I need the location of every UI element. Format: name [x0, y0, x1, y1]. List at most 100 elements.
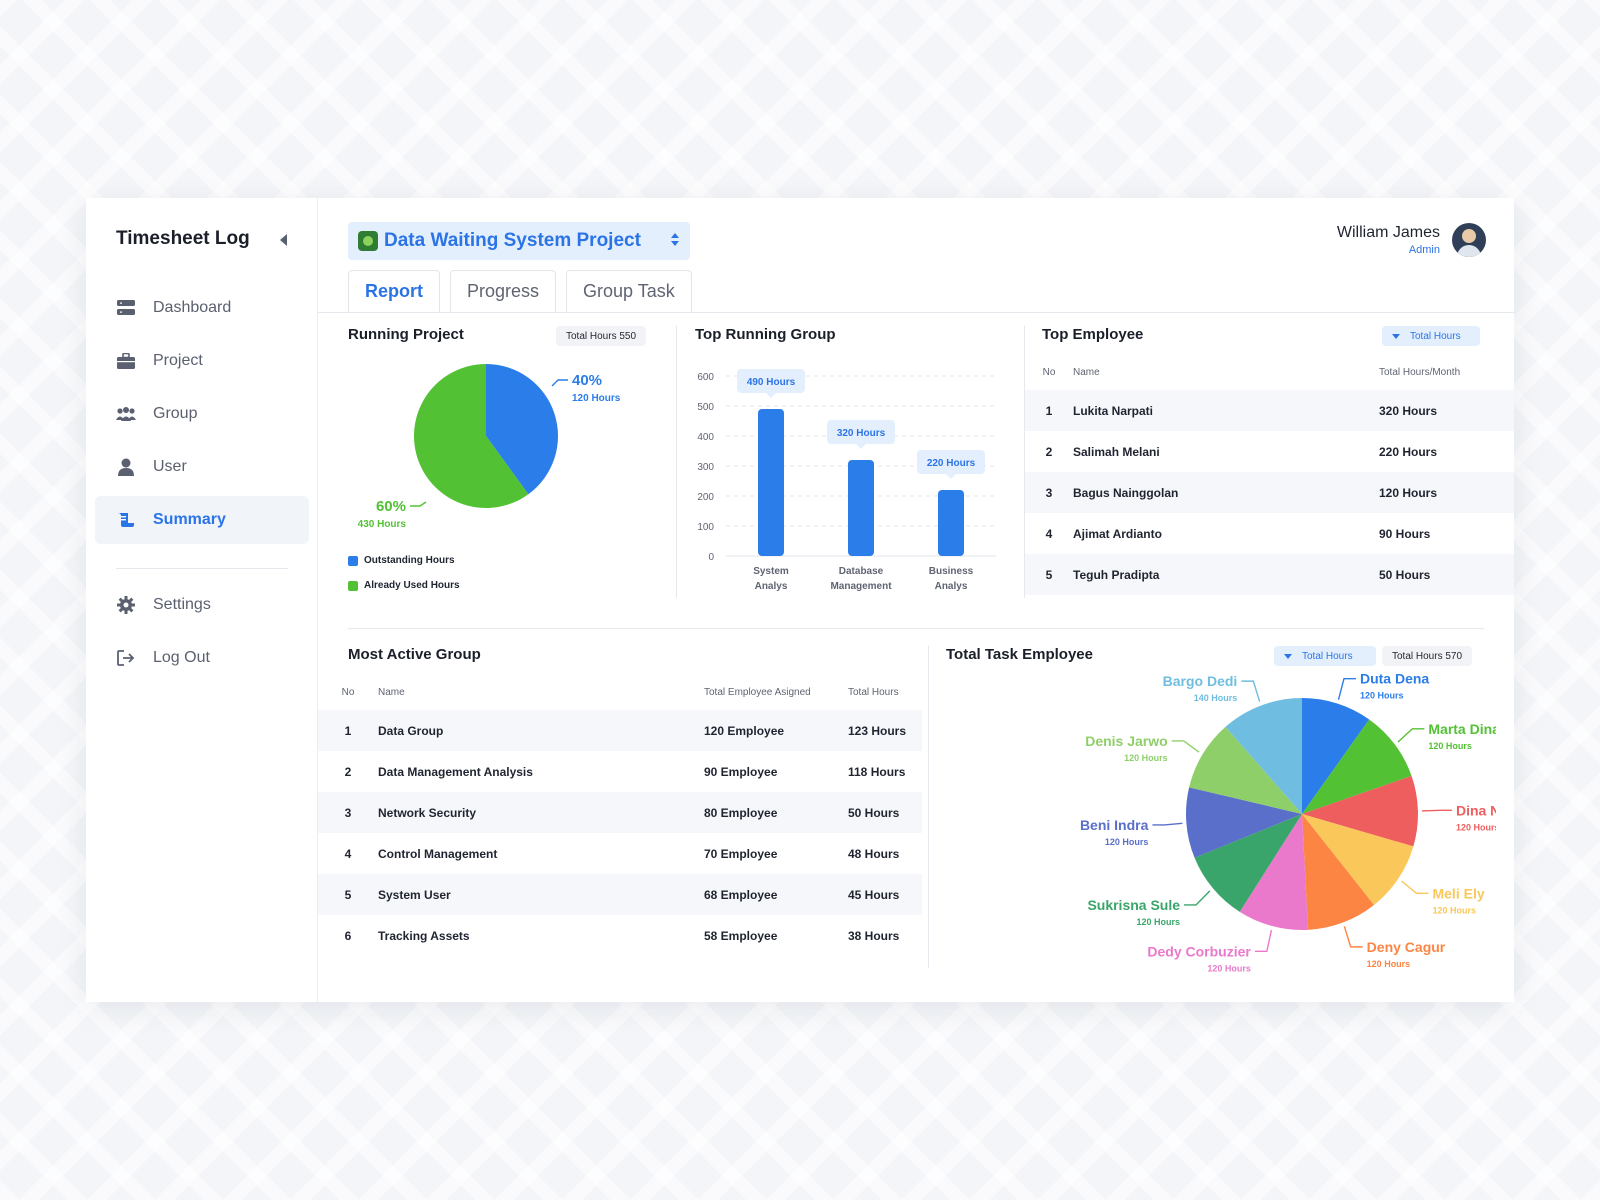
employee-hours: 120 Hours	[1379, 472, 1514, 513]
sidebar-item-summary[interactable]: Summary	[95, 496, 309, 544]
x-tick-label: System	[753, 566, 789, 577]
total-task-filter[interactable]: Total Hours	[1274, 646, 1376, 666]
table-row[interactable]: 4 Control Management 70 Employee 48 Hours	[318, 833, 922, 874]
tabs-divider	[318, 312, 1514, 313]
slice-label: Beni Indra	[1080, 817, 1149, 833]
slice-value-label: 120 Hours	[1456, 822, 1496, 832]
sidebar-item-dashboard[interactable]: Dashboard	[95, 284, 309, 332]
user-icon	[115, 456, 137, 478]
top-running-group-bar-chart: 0 100 200 300 400 500 600 490 Hours System Analys…	[697, 369, 996, 592]
user-role: Admin	[1408, 244, 1440, 256]
y-tick-label: 0	[708, 552, 714, 563]
column-header: Total Hours	[848, 686, 899, 698]
data-label-bubble	[827, 420, 895, 444]
group-name: Data Group	[378, 710, 704, 751]
avatar[interactable]	[1452, 223, 1486, 257]
sidebar-divider	[116, 568, 288, 569]
table-row[interactable]: 2 Salimah Melani 220 Hours	[1025, 431, 1514, 472]
select-arrows-icon	[670, 233, 680, 249]
slice-value-label: 120 Hours	[1137, 917, 1181, 927]
tab-bar: Report Progress Group Task	[348, 270, 692, 312]
slice-value-label: 120 Hours	[1124, 753, 1168, 763]
row-number: 3	[1025, 472, 1073, 513]
dropdown-icon	[1392, 333, 1400, 339]
group-hours: 48 Hours	[848, 846, 900, 861]
slice-value-label: 120 Hours	[1428, 741, 1472, 751]
sidebar-item-settings[interactable]: Settings	[95, 581, 309, 629]
group-hours: 50 Hours	[848, 792, 922, 833]
slice-value-label: 120 Hours	[1360, 691, 1404, 701]
top-employee-filter[interactable]: Total Hours	[1382, 326, 1480, 346]
pie-slice	[1189, 726, 1302, 814]
row-number: 5	[1025, 554, 1073, 595]
table-row[interactable]: 4 Ajimat Ardianto 90 Hours	[1025, 513, 1514, 554]
data-label: 490 Hours	[747, 377, 796, 388]
bar	[758, 409, 784, 556]
collapse-sidebar-icon[interactable]	[280, 234, 287, 246]
gear-icon	[115, 594, 137, 616]
group-name: Data Management Analysis	[378, 764, 533, 779]
table-row[interactable]: 3 Network Security 80 Employee 50 Hours	[318, 792, 922, 833]
table-row[interactable]: 5 System User 68 Employee 45 Hours	[318, 874, 922, 915]
sidebar-item-label: Log Out	[153, 649, 210, 666]
pie-slice	[1302, 814, 1374, 930]
column-header: Name	[1073, 366, 1100, 378]
table-row[interactable]: 5 Teguh Pradipta 50 Hours	[1025, 554, 1514, 595]
data-label: 320 Hours	[837, 428, 886, 439]
employee-count: 68 Employee	[704, 874, 848, 915]
slice-value-label: 120 Hours	[1432, 905, 1476, 915]
row-number: 2	[344, 764, 352, 779]
sidebar-item-logout[interactable]: Log Out	[95, 634, 309, 682]
sidebar-item-group[interactable]: Group	[95, 390, 309, 438]
leader-line	[1401, 880, 1429, 894]
leader-line	[1337, 678, 1356, 700]
bar	[938, 490, 964, 556]
employee-name: Salimah Melani	[1073, 444, 1160, 459]
briefcase-icon	[115, 350, 137, 372]
user-name: William James	[1336, 224, 1440, 241]
pie-slice	[1194, 814, 1302, 912]
group-name: System User	[378, 874, 704, 915]
tab-report[interactable]: Report	[348, 270, 440, 312]
employee-hours: 90 Hours	[1379, 526, 1431, 541]
slice-label: Sukrisna Sule	[1087, 897, 1180, 913]
group-hours: 118 Hours	[848, 764, 906, 779]
y-tick-label: 100	[697, 522, 714, 533]
sidebar-item-project[interactable]: Project	[95, 337, 309, 385]
table-row[interactable]: 2 Data Management Analysis 90 Employee 118 …	[318, 751, 922, 792]
most-active-group-table: No Name Total Employee Asigned Total Hou…	[318, 674, 922, 956]
table-row[interactable]: 3 Bagus Nainggolan 120 Hours	[1025, 472, 1514, 513]
legend-label: Already Used Hours	[364, 580, 460, 591]
legend-outstanding: Outstanding Hours	[348, 555, 455, 566]
project-name: Data Waiting System Project	[384, 230, 641, 251]
table-header-row: No Name Total Employee Asigned Total Hou…	[318, 674, 922, 710]
dashboard-card: Timesheet Log Dashboard Project Group Us…	[86, 198, 1514, 1002]
pie-slice	[414, 364, 529, 508]
y-tick-label: 600	[697, 372, 714, 383]
project-logo-icon	[358, 231, 378, 251]
leader-line	[1254, 929, 1273, 953]
table-row[interactable]: 6 Tracking Assets 58 Employee 38 Hours	[318, 915, 922, 956]
sidebar-item-label: Settings	[153, 596, 211, 613]
row-number: 1	[318, 710, 378, 751]
x-tick-label: Management	[830, 581, 892, 592]
group-icon	[115, 403, 137, 425]
table-row[interactable]: 1 Data Group 120 Employee 123 Hours	[318, 710, 922, 751]
tab-group-task[interactable]: Group Task	[566, 270, 692, 312]
project-select[interactable]: Data Waiting System Project	[348, 222, 690, 260]
slice-label: Dedy Corbuzier	[1147, 943, 1251, 959]
logout-icon	[115, 647, 137, 669]
data-label-bubble	[737, 369, 805, 393]
sidebar-item-user[interactable]: User	[95, 443, 309, 491]
slice-value-label: 120 Hours	[1367, 959, 1411, 969]
total-task-employee-pie-chart: Duta Dena 120 Hours Marta Dinata 120 Hours D…	[1080, 674, 1496, 973]
slice-value-label: 120 Hours	[1105, 837, 1149, 847]
slice-value-label: 120 Hours	[1207, 963, 1251, 973]
legend-used: Already Used Hours	[348, 580, 460, 591]
pie-slice	[1302, 775, 1418, 847]
tab-progress[interactable]: Progress	[450, 270, 557, 312]
sidebar: Timesheet Log Dashboard Project Group Us…	[86, 198, 318, 1002]
dropdown-icon	[1284, 653, 1292, 659]
table-row[interactable]: 1 Lukita Narpati 320 Hours	[1025, 390, 1514, 431]
group-hours: 38 Hours	[848, 928, 900, 943]
